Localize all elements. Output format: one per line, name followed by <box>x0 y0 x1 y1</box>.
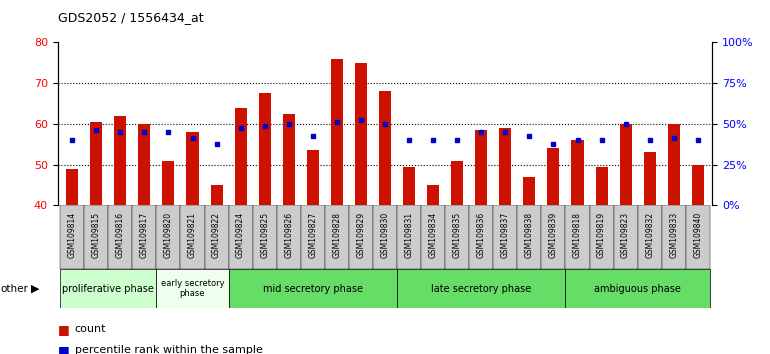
Text: GSM109815: GSM109815 <box>92 212 101 258</box>
Text: GSM109814: GSM109814 <box>68 212 77 258</box>
Bar <box>229 205 253 269</box>
Bar <box>620 124 631 205</box>
Bar <box>139 124 150 205</box>
Bar <box>565 269 710 308</box>
Bar <box>614 205 638 269</box>
Text: GSM109819: GSM109819 <box>597 212 606 258</box>
Text: GSM109840: GSM109840 <box>693 212 702 258</box>
Bar <box>84 205 109 269</box>
Bar <box>162 161 175 205</box>
Bar <box>60 205 84 269</box>
Bar <box>571 140 584 205</box>
Text: proliferative phase: proliferative phase <box>62 284 154 293</box>
Text: GSM109828: GSM109828 <box>333 212 341 258</box>
Bar <box>60 269 156 308</box>
Bar <box>186 132 199 205</box>
Text: GSM109823: GSM109823 <box>621 212 630 258</box>
Bar <box>229 269 397 308</box>
Bar <box>156 269 229 308</box>
Text: GDS2052 / 1556434_at: GDS2052 / 1556434_at <box>58 11 203 24</box>
Bar <box>547 148 560 205</box>
Bar <box>661 205 686 269</box>
Text: GSM109821: GSM109821 <box>188 212 197 258</box>
Bar <box>541 205 565 269</box>
Text: GSM109837: GSM109837 <box>500 212 510 258</box>
Bar <box>590 205 614 269</box>
Bar <box>403 167 415 205</box>
Bar <box>156 205 180 269</box>
Text: GSM109830: GSM109830 <box>380 212 390 258</box>
Bar <box>565 205 590 269</box>
Bar <box>668 124 680 205</box>
Text: GSM109826: GSM109826 <box>284 212 293 258</box>
Text: mid secretory phase: mid secretory phase <box>263 284 363 293</box>
Text: GSM109838: GSM109838 <box>525 212 534 258</box>
Bar <box>475 130 487 205</box>
Bar <box>210 185 223 205</box>
Bar <box>524 177 535 205</box>
Bar <box>427 185 439 205</box>
Bar <box>253 205 276 269</box>
Bar <box>469 205 494 269</box>
Bar <box>306 150 319 205</box>
Bar <box>445 205 469 269</box>
Bar <box>276 205 301 269</box>
Text: early secretory
phase: early secretory phase <box>161 279 224 298</box>
Text: GSM109817: GSM109817 <box>140 212 149 258</box>
Text: GSM109825: GSM109825 <box>260 212 269 258</box>
Text: GSM109816: GSM109816 <box>116 212 125 258</box>
Text: GSM109839: GSM109839 <box>549 212 558 258</box>
Bar <box>494 205 517 269</box>
Text: late secretory phase: late secretory phase <box>431 284 531 293</box>
Bar <box>355 63 367 205</box>
Text: GSM109832: GSM109832 <box>645 212 654 258</box>
Text: count: count <box>75 324 106 334</box>
Bar <box>373 205 397 269</box>
Bar <box>180 205 205 269</box>
Bar <box>114 116 126 205</box>
Text: GSM109834: GSM109834 <box>429 212 437 258</box>
Text: GSM109822: GSM109822 <box>212 212 221 258</box>
Bar <box>132 205 156 269</box>
Bar <box>331 59 343 205</box>
Bar <box>301 205 325 269</box>
Bar <box>517 205 541 269</box>
Bar <box>499 128 511 205</box>
Bar <box>397 205 421 269</box>
Bar <box>259 93 271 205</box>
Text: percentile rank within the sample: percentile rank within the sample <box>75 346 263 354</box>
Text: GSM109829: GSM109829 <box>357 212 366 258</box>
Bar <box>379 91 391 205</box>
Bar <box>421 205 445 269</box>
Bar <box>90 122 102 205</box>
Bar <box>66 169 79 205</box>
Bar <box>349 205 373 269</box>
Bar <box>205 205 229 269</box>
Text: GSM109835: GSM109835 <box>453 212 462 258</box>
Text: GSM109836: GSM109836 <box>477 212 486 258</box>
Text: ▶: ▶ <box>31 284 39 293</box>
Bar <box>638 205 661 269</box>
Text: ■: ■ <box>58 323 69 336</box>
Text: GSM109831: GSM109831 <box>404 212 413 258</box>
Text: other: other <box>1 284 28 293</box>
Text: GSM109824: GSM109824 <box>236 212 245 258</box>
Bar <box>109 205 132 269</box>
Bar <box>397 269 565 308</box>
Text: GSM109818: GSM109818 <box>573 212 582 258</box>
Bar <box>325 205 349 269</box>
Bar <box>451 161 464 205</box>
Text: GSM109833: GSM109833 <box>669 212 678 258</box>
Bar <box>691 165 704 205</box>
Text: ■: ■ <box>58 344 69 354</box>
Bar <box>235 108 246 205</box>
Bar <box>595 167 608 205</box>
Text: GSM109820: GSM109820 <box>164 212 173 258</box>
Text: ambiguous phase: ambiguous phase <box>594 284 681 293</box>
Bar <box>283 114 295 205</box>
Bar <box>686 205 710 269</box>
Text: GSM109827: GSM109827 <box>308 212 317 258</box>
Bar <box>644 152 656 205</box>
